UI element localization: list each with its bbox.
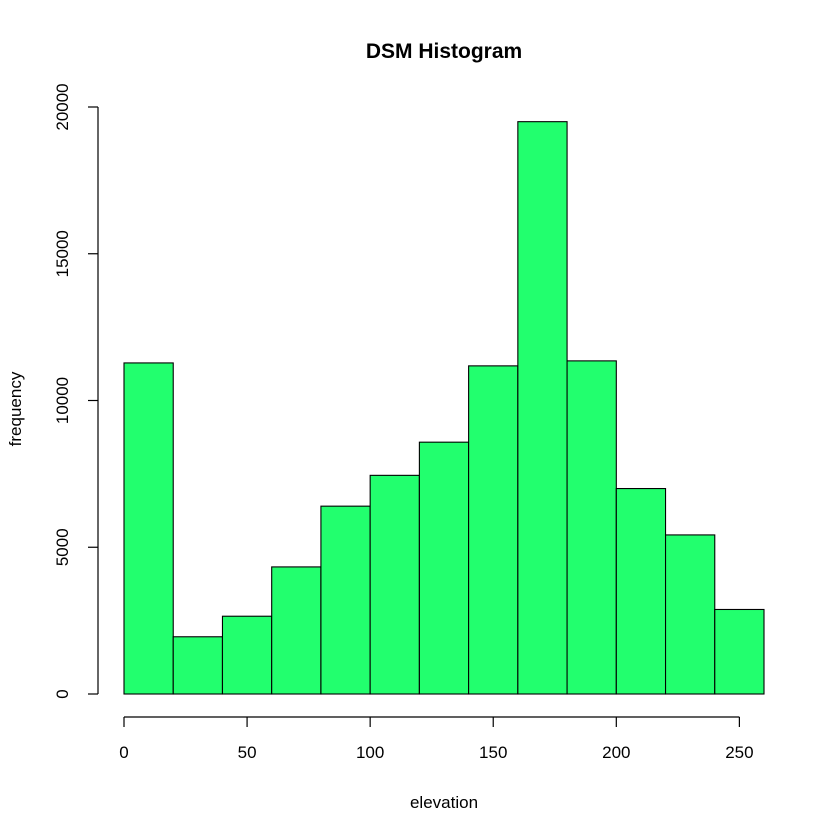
x-tick-label: 100: [356, 743, 384, 762]
histogram-bar-3: [271, 566, 322, 695]
x-tick-label: 50: [238, 743, 257, 762]
x-tick-label: 0: [119, 743, 128, 762]
histogram-bar-0: [123, 362, 174, 695]
x-tick-label: 200: [602, 743, 630, 762]
y-axis-label: frequency: [6, 371, 25, 446]
y-tick-label: 0: [53, 689, 72, 698]
histogram-bar-7: [468, 365, 519, 695]
y-axis: 0 5000 10000 15000 20000: [53, 83, 99, 699]
histogram-bar-8: [517, 121, 568, 695]
histogram-bar-2: [221, 615, 273, 695]
x-tick-label: 250: [725, 743, 753, 762]
x-tick-label: 150: [479, 743, 507, 762]
histogram-bar-4: [320, 505, 371, 695]
y-tick-label: 15000: [53, 230, 72, 277]
histogram-bar-1: [172, 636, 224, 695]
y-tick-label: 10000: [53, 377, 72, 424]
x-axis: 0 50 100 150 200 250: [119, 716, 754, 762]
histogram-bar-9: [566, 360, 617, 695]
y-tick-label: 5000: [53, 528, 72, 566]
x-axis-label: elevation: [410, 793, 478, 812]
histogram-bar-12: [714, 608, 765, 695]
bars-group: [123, 121, 765, 695]
chart-title: DSM Histogram: [366, 40, 522, 63]
y-tick-label: 20000: [53, 83, 72, 130]
histogram-bar-10: [615, 487, 667, 695]
histogram-bar-5: [369, 474, 420, 695]
histogram-bar-6: [418, 441, 470, 695]
histogram-bar-11: [664, 534, 716, 695]
